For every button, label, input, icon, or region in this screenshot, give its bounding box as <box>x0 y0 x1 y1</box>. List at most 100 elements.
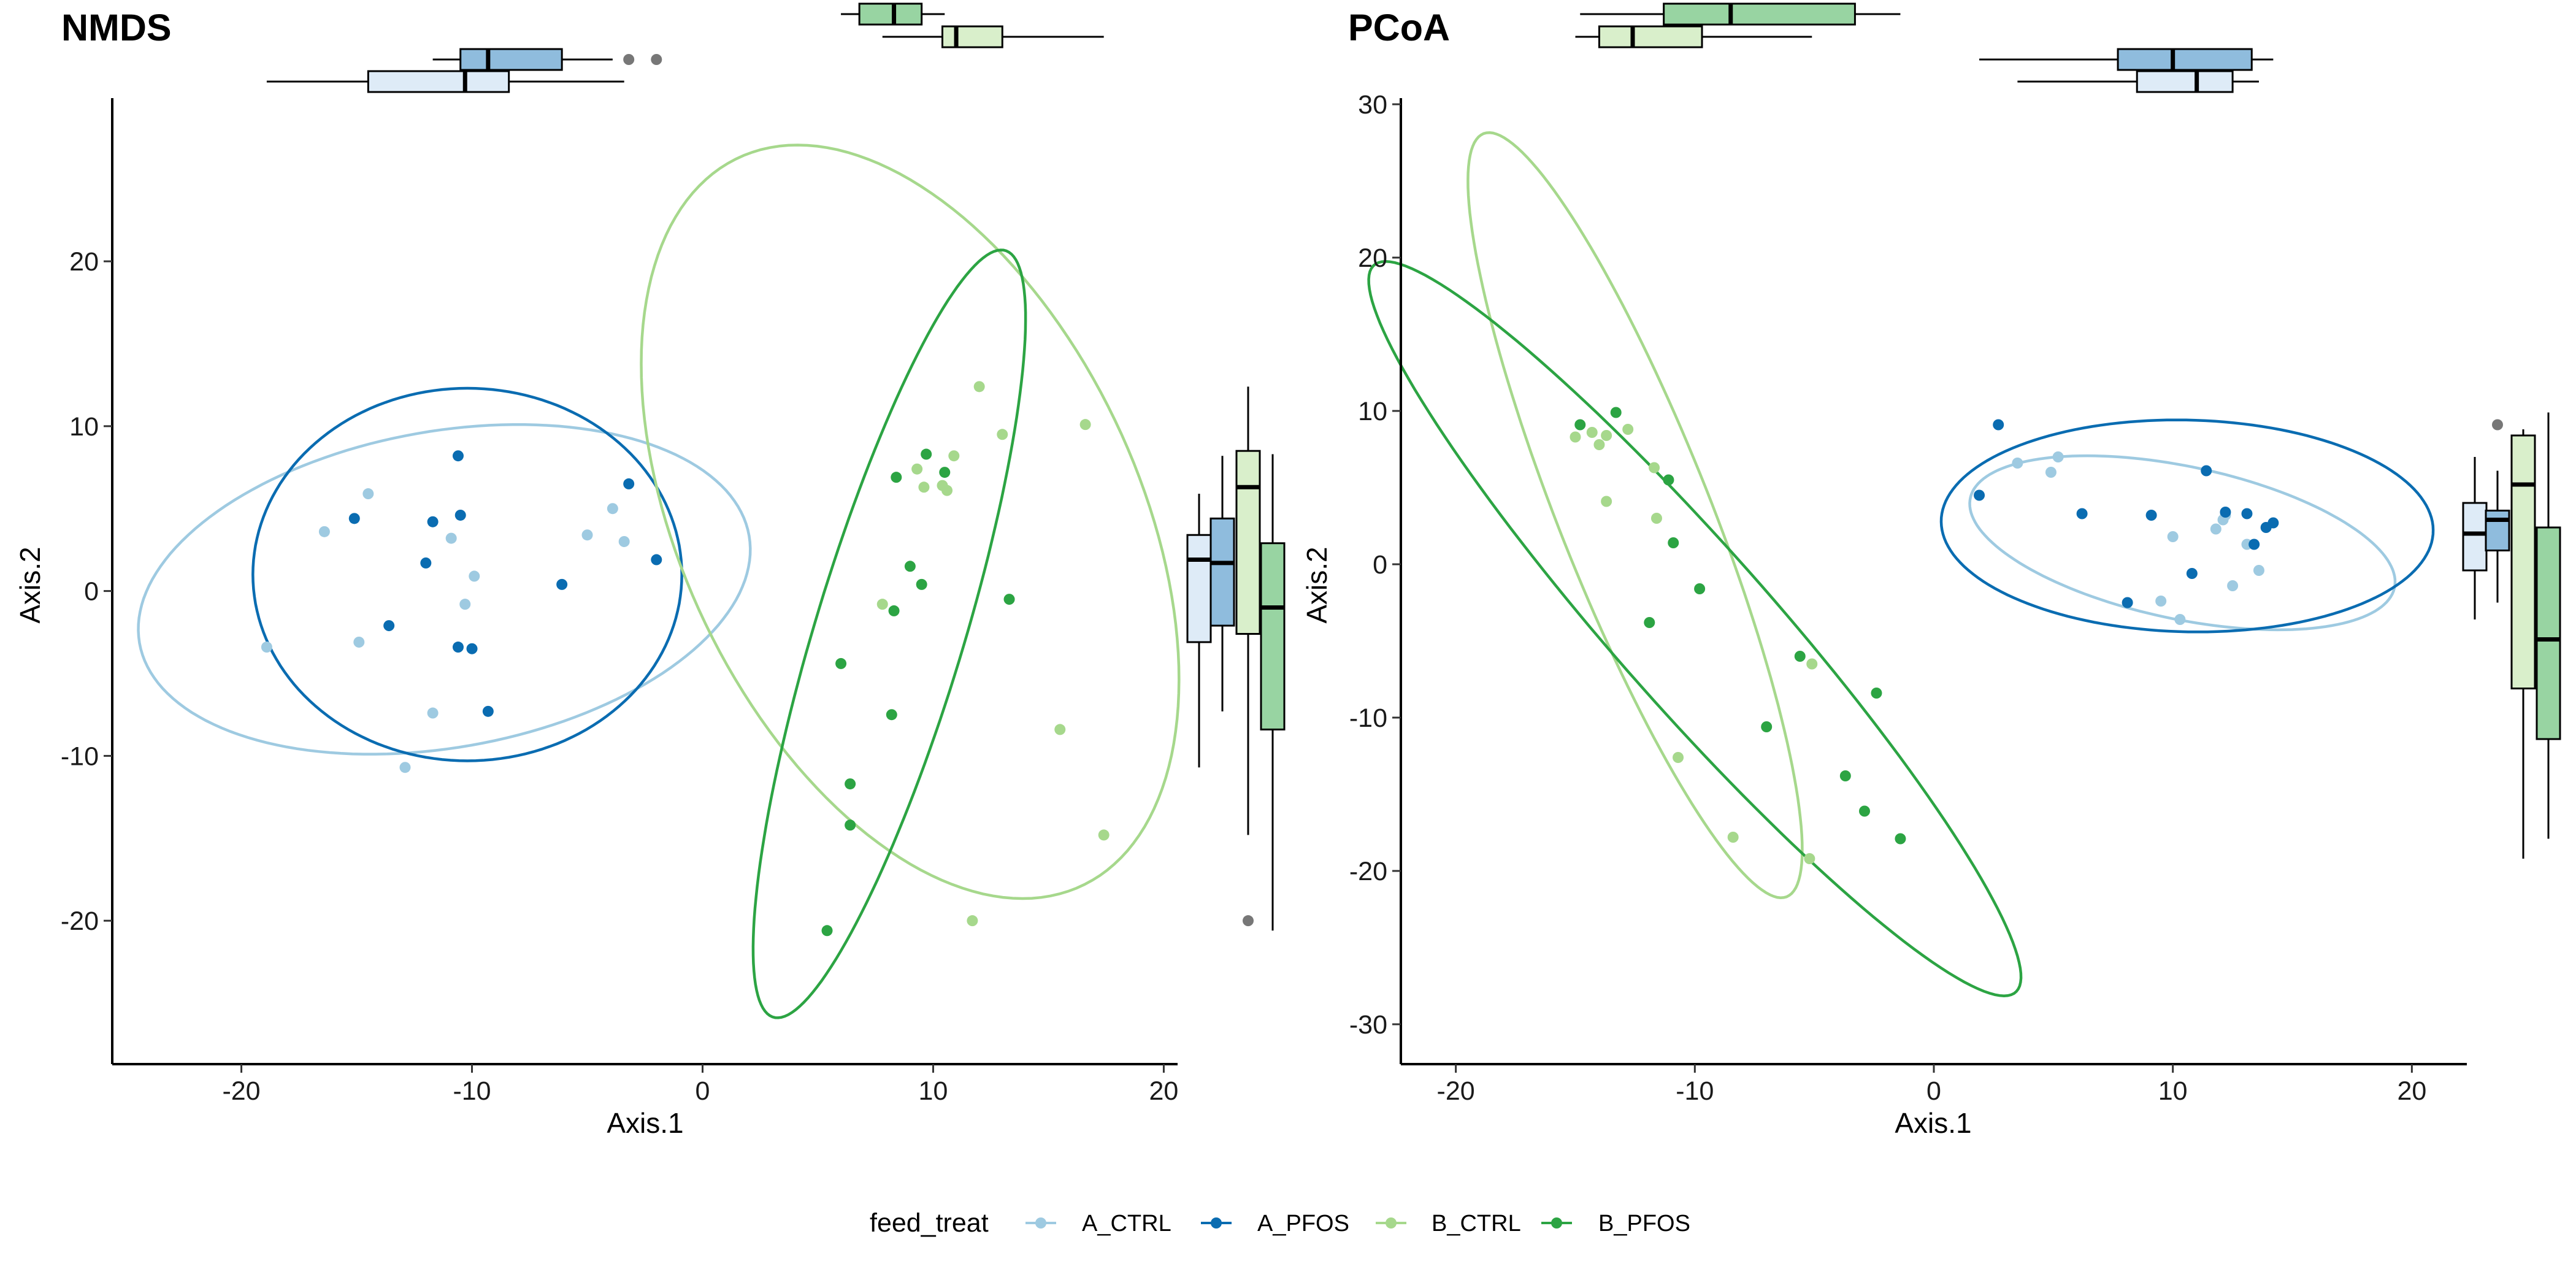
pcoa-point-b-ctrl <box>1649 462 1660 473</box>
pcoa-point-b-pfos <box>1663 474 1674 486</box>
pcoa-point-a-ctrl <box>2227 580 2239 591</box>
nmds-point-a-pfos <box>452 450 464 462</box>
pcoa-point-a-ctrl <box>2174 614 2186 625</box>
nmds-point-b-pfos <box>888 605 900 616</box>
pcoa-y-axis-title: Axis.2 <box>1301 546 1333 623</box>
pcoa-point-b-pfos <box>1644 617 1655 628</box>
nmds-y-tick-label: 0 <box>84 577 99 607</box>
pcoa-x-tick-label: -10 <box>1676 1076 1714 1106</box>
pcoa-boxplot-y-a-ctrl <box>2462 457 2488 619</box>
pcoa-point-a-pfos <box>2145 510 2157 521</box>
nmds-point-b-ctrl <box>1054 724 1066 735</box>
pcoa-point-a-ctrl <box>2045 467 2057 478</box>
legend-key-dot <box>1386 1217 1397 1229</box>
nmds-point-b-ctrl <box>1079 419 1091 431</box>
box <box>1260 542 1286 730</box>
pcoa-point-a-ctrl <box>2052 451 2064 462</box>
nmds-x-axis-title: Axis.1 <box>607 1107 683 1139</box>
pcoa-ellipse-a-ctrl <box>1968 454 2397 632</box>
pcoa-y-tick-label: -20 <box>1349 857 1387 886</box>
nmds-x-tick-label: -10 <box>453 1076 491 1106</box>
outlier-point <box>651 54 662 65</box>
legend-key-dot <box>1035 1217 1046 1229</box>
nmds-point-b-ctrl <box>941 485 953 496</box>
nmds-point-b-ctrl <box>973 381 985 393</box>
pcoa-point-a-pfos <box>2220 507 2231 518</box>
pcoa-point-b-pfos <box>1694 583 1706 594</box>
pcoa-x-axis-title: Axis.1 <box>1895 1107 1971 1139</box>
nmds-y-tick-label: 20 <box>69 247 99 277</box>
pcoa-ellipse-b-pfos <box>1367 260 2023 997</box>
box <box>459 48 563 71</box>
nmds-point-a-ctrl <box>581 529 593 541</box>
pcoa-point-b-ctrl <box>1622 424 1634 435</box>
pcoa-point-a-ctrl <box>2155 596 2167 607</box>
pcoa-point-b-pfos <box>1839 770 1851 781</box>
pcoa-right-boxplots <box>2462 412 2561 859</box>
pcoa-boxplot-x-a-pfos <box>1979 48 2274 71</box>
box <box>367 70 510 93</box>
nmds-point-b-pfos <box>845 778 856 790</box>
nmds-ellipses <box>137 144 1181 1019</box>
nmds-ellipse-a-ctrl <box>137 423 752 756</box>
nmds-point-a-ctrl <box>427 707 439 719</box>
pcoa-point-a-pfos <box>2248 539 2260 550</box>
nmds-point-a-pfos <box>466 643 478 654</box>
nmds-point-b-ctrl <box>948 450 960 462</box>
nmds-boxplot-x-b-ctrl <box>882 25 1104 48</box>
pcoa-point-b-ctrl <box>1650 513 1662 524</box>
nmds-boxplot-x-a-ctrl <box>266 70 624 93</box>
nmds-point-b-ctrl <box>876 599 888 610</box>
nmds-point-a-pfos <box>383 620 395 632</box>
nmds-top-boxplots <box>266 2 1104 93</box>
box <box>2485 510 2510 551</box>
nmds-boxplot-y-b-pfos <box>1260 454 1286 931</box>
nmds-point-b-pfos <box>835 657 847 669</box>
nmds-point-a-ctrl <box>362 488 374 500</box>
pcoa-point-a-pfos <box>2267 517 2279 529</box>
pcoa-point-b-pfos <box>1794 651 1806 662</box>
box <box>2117 48 2253 71</box>
pcoa-y-tick-label: -30 <box>1349 1010 1387 1040</box>
nmds-x-tick-label: -20 <box>222 1076 260 1106</box>
nmds-point-b-ctrl <box>967 915 978 927</box>
pcoa-point-b-ctrl <box>1601 496 1612 507</box>
pcoa-y-tick-label: 30 <box>1358 90 1387 120</box>
pcoa-point-a-ctrl <box>2253 565 2264 576</box>
pcoa-boxplot-y-b-ctrl <box>2510 429 2536 859</box>
pcoa-point-b-pfos <box>1610 407 1622 418</box>
nmds-boxplot-y-a-ctrl <box>1186 494 1212 768</box>
nmds-boxplot-x-a-pfos <box>432 48 662 71</box>
pcoa-point-b-ctrl <box>1586 427 1598 438</box>
nmds-y-axis-title: Axis.2 <box>14 546 46 623</box>
legend: feed_treat A_CTRL A_PFOS B_CTRL B_PFOS <box>870 1208 1690 1238</box>
box <box>1663 2 1856 26</box>
legend-item-a-pfos: A_PFOS <box>1201 1211 1349 1236</box>
pcoa-point-b-ctrl <box>1601 430 1612 441</box>
nmds-point-a-pfos <box>427 516 439 527</box>
box <box>2536 526 2561 740</box>
nmds-point-a-pfos <box>623 478 635 489</box>
legend-label-b-pfos: B_PFOS <box>1598 1211 1690 1236</box>
nmds-point-b-pfos <box>939 467 951 478</box>
pcoa-x-tick-label: -20 <box>1437 1076 1475 1106</box>
nmds-point-b-ctrl <box>1098 829 1110 841</box>
nmds-point-a-pfos <box>454 509 466 521</box>
pcoa-boxplot-y-b-pfos <box>2536 412 2561 839</box>
pcoa-x-tick-label: 20 <box>2397 1076 2426 1106</box>
pcoa-y-tick-label: 0 <box>1373 550 1387 580</box>
nmds-point-a-ctrl <box>261 642 272 653</box>
nmds-point-b-ctrl <box>918 481 930 493</box>
nmds-point-b-pfos <box>886 709 897 721</box>
pcoa-point-b-ctrl <box>1727 832 1739 843</box>
pcoa-point-b-pfos <box>1668 537 1679 548</box>
outlier-point <box>623 54 635 65</box>
nmds-y-tick-label: -20 <box>61 907 99 936</box>
nmds-point-b-pfos <box>904 561 916 572</box>
pcoa-point-a-pfos <box>2186 568 2198 579</box>
nmds-x-tick-label: 20 <box>1149 1076 1179 1106</box>
box <box>2510 434 2536 689</box>
nmds-point-a-ctrl <box>353 636 365 648</box>
